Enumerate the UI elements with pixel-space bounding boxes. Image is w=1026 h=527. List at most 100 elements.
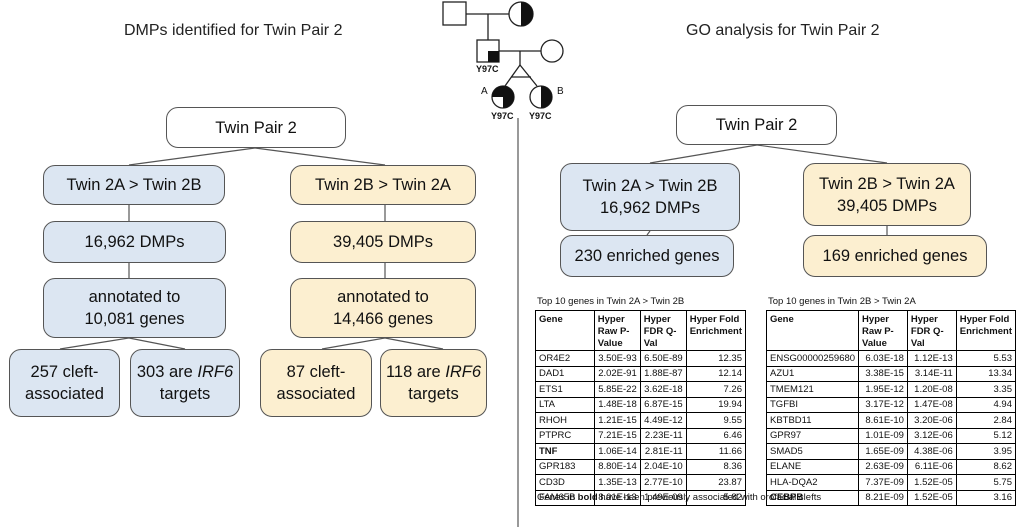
- raw-pvalue-cell: 3.50E-93: [593, 350, 641, 367]
- mother-symbol: [540, 39, 564, 63]
- raw-pvalue-cell: 1.01E-09: [858, 427, 908, 444]
- gene-cell: HLA-DQA2: [765, 474, 860, 491]
- fold-enrichment-cell: 19.94: [685, 396, 747, 413]
- twin-a-genotype-label: Y97C: [491, 111, 514, 121]
- raw-pvalue-cell: 2.63E-09: [858, 458, 908, 475]
- gene-cell: TNF: [535, 443, 595, 460]
- fold-enrichment-cell: 12.35: [685, 350, 747, 367]
- footnote-post: have been previously associated with oro…: [597, 492, 822, 503]
- table-a-col-fold: Hyper Fold Enrichment: [685, 310, 747, 351]
- table-row: OR4E2 3.50E-93 6.50E-89 12.35: [535, 350, 747, 367]
- fdr-qval-cell: 6.11E-06: [906, 458, 957, 475]
- raw-pvalue-cell: 6.03E-18: [858, 350, 908, 367]
- table-row: CD3D 1.35E-13 2.77E-10 23.87: [535, 474, 747, 491]
- table-row: RHOH 1.21E-15 4.49E-12 9.55: [535, 412, 747, 429]
- table-b-col-fdr: Hyper FDR Q-Val: [906, 310, 957, 351]
- gene-cell: TMEM121: [765, 381, 860, 398]
- fdr-qval-cell: 2.23E-11: [639, 427, 687, 444]
- fold-enrichment-cell: 4.94: [955, 396, 1017, 413]
- fold-enrichment-cell: 3.35: [955, 381, 1017, 398]
- table-row: LTA 1.48E-18 6.87E-15 19.94: [535, 396, 747, 413]
- table-row: ETS1 5.85E-22 3.62E-18 7.26: [535, 381, 747, 398]
- pedigree-chart: [442, 1, 564, 109]
- table-row: ENSG00000259680 6.03E-18 1.12E-13 5.53: [765, 350, 1017, 367]
- gene-cell: LTA: [535, 396, 595, 413]
- raw-pvalue-cell: 7.37E-09: [858, 474, 908, 491]
- raw-pvalue-cell: 5.85E-22: [593, 381, 641, 398]
- left-a-dmps-label: 16,962 DMPs: [84, 233, 185, 251]
- gene-cell: ENSG00000259680: [765, 350, 860, 367]
- table-row: GPR183 8.80E-14 2.04E-10 8.36: [535, 458, 747, 475]
- table-row: TNF 1.06E-14 2.81E-11 11.66: [535, 443, 747, 460]
- raw-pvalue-cell: 1.21E-15: [593, 412, 641, 429]
- gene-cell: TGFBI: [765, 396, 860, 413]
- table-row: DAD1 2.02E-91 1.88E-87 12.14: [535, 365, 747, 382]
- left-a-annotated-line1: annotated to: [88, 288, 181, 306]
- left-b-cleft-node: 87 cleft-associated: [260, 349, 372, 417]
- fdr-qval-cell: 1.20E-08: [906, 381, 957, 398]
- raw-pvalue-cell: 1.06E-14: [593, 443, 641, 460]
- left-b-irf6-node: 118 are IRF6 targets: [380, 349, 487, 417]
- left-b-dmps-node: 39,405 DMPs: [290, 221, 476, 263]
- raw-pvalue-cell: 1.65E-09: [858, 443, 908, 460]
- left-title: DMPs identified for Twin Pair 2: [124, 22, 343, 39]
- right-root-node: Twin Pair 2: [676, 105, 837, 145]
- fdr-qval-cell: 1.52E-05: [906, 474, 957, 491]
- left-b-header-label: Twin 2B > Twin 2A: [315, 176, 451, 194]
- fdr-qval-cell: 2.04E-10: [639, 458, 687, 475]
- gene-cell: ELANE: [765, 458, 860, 475]
- fdr-qval-cell: 1.47E-08: [906, 396, 957, 413]
- raw-pvalue-cell: 8.61E-10: [858, 412, 908, 429]
- fdr-qval-cell: 4.38E-06: [906, 443, 957, 460]
- fold-enrichment-cell: 6.46: [685, 427, 747, 444]
- table-row: FAM65B 8.01E-13 1.49E-09 5.82: [535, 489, 747, 506]
- fold-enrichment-cell: 8.62: [955, 458, 1017, 475]
- fold-enrichment-cell: 13.34: [955, 365, 1017, 382]
- fold-enrichment-cell: 9.55: [685, 412, 747, 429]
- left-b-cleft-line1: 87 cleft-: [286, 363, 346, 381]
- gene-cell: CD3D: [535, 474, 595, 491]
- left-root-label: Twin Pair 2: [215, 118, 297, 137]
- right-a-enriched-node: 230 enriched genes: [560, 235, 734, 277]
- gene-cell: OR4E2: [535, 350, 595, 367]
- left-a-irf6-line2: targets: [159, 385, 211, 403]
- left-a-cleft-node: 257 cleft-associated: [9, 349, 120, 417]
- right-a-header-node: Twin 2A > Twin 2B 16,962 DMPs: [560, 163, 740, 231]
- raw-pvalue-cell: 8.01E-13: [593, 489, 641, 506]
- fdr-qval-cell: 2.77E-10: [639, 474, 687, 491]
- twin-b-letter: B: [557, 86, 564, 97]
- gene-cell: DAD1: [535, 365, 595, 382]
- table-a-col-raw: Hyper Raw P-Value: [593, 310, 641, 351]
- right-b-header-line2: 39,405 DMPs: [837, 196, 937, 215]
- fold-enrichment-cell: 11.66: [685, 443, 747, 460]
- fold-enrichment-cell: 12.14: [685, 365, 747, 382]
- gene-cell: ETS1: [535, 381, 595, 398]
- table-b-col-gene: Gene: [765, 310, 860, 351]
- table-row: TMEM121 1.95E-12 1.20E-08 3.35: [765, 381, 1017, 398]
- fold-enrichment-cell: 23.87: [685, 474, 747, 491]
- right-title: GO analysis for Twin Pair 2: [686, 22, 880, 39]
- footnote-pre: Genes in: [537, 492, 578, 503]
- left-a-annotated-node: annotated to 10,081 genes: [43, 278, 226, 338]
- table-b-col-raw: Hyper Raw P-Value: [858, 310, 908, 351]
- raw-pvalue-cell: 1.95E-12: [858, 381, 908, 398]
- left-a-header-label: Twin 2A > Twin 2B: [66, 176, 202, 194]
- raw-pvalue-cell: 3.17E-12: [858, 396, 908, 413]
- raw-pvalue-cell: 8.21E-09: [858, 489, 908, 506]
- raw-pvalue-cell: 2.02E-91: [593, 365, 641, 382]
- table-row: ELANE 2.63E-09 6.11E-06 8.62: [765, 458, 1017, 475]
- raw-pvalue-cell: 8.80E-14: [593, 458, 641, 475]
- fold-enrichment-cell: 5.82: [685, 489, 747, 506]
- table-b-col-fold: Hyper Fold Enrichment: [955, 310, 1017, 351]
- table-a-header-row: Gene Hyper Raw P-Value Hyper FDR Q-Val H…: [535, 310, 747, 351]
- gene-cell: RHOH: [535, 412, 595, 429]
- gene-cell: AZU1: [765, 365, 860, 382]
- fdr-qval-cell: 3.20E-06: [906, 412, 957, 429]
- left-b-cleft-line2: associated: [276, 385, 356, 403]
- right-a-header-line1: Twin 2A > Twin 2B: [582, 177, 718, 195]
- table-row: PTPRC 7.21E-15 2.23E-11 6.46: [535, 427, 747, 444]
- fdr-qval-cell: 6.87E-15: [639, 396, 687, 413]
- fdr-qval-cell: 1.88E-87: [639, 365, 687, 382]
- fdr-qval-cell: 4.49E-12: [639, 412, 687, 429]
